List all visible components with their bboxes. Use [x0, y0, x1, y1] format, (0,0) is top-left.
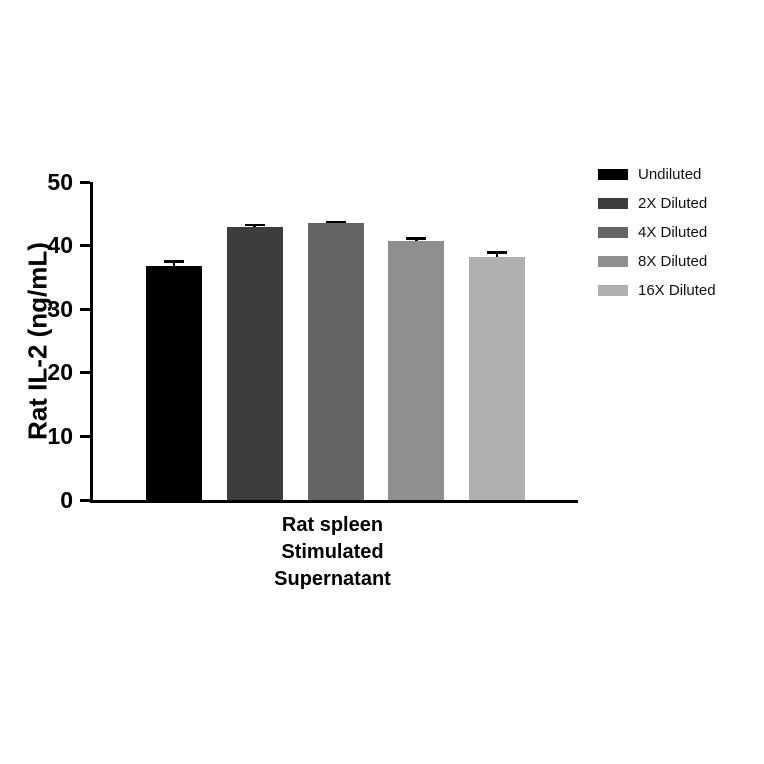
y-tick-mark	[80, 434, 90, 438]
legend-item: 16X Diluted	[598, 281, 716, 299]
y-tick-label: 40	[47, 232, 73, 259]
bar	[388, 240, 445, 500]
error-bar-cap	[487, 251, 508, 254]
legend-label: 8X Diluted	[638, 252, 708, 270]
x-axis-label-line-3: Supernatant	[274, 568, 391, 590]
bar-group-2x-diluted	[226, 182, 283, 500]
legend: Undiluted 2X Diluted 4X Diluted 8X Diluted 1…	[598, 166, 716, 311]
error-bar-cap	[163, 260, 184, 263]
y-tick-mark	[80, 180, 90, 184]
legend-label: 16X Diluted	[638, 281, 716, 299]
y-tick-label: 0	[60, 486, 73, 513]
error-bar-cap	[244, 223, 265, 227]
legend-label: 2X Diluted	[638, 194, 708, 212]
legend-swatch	[598, 226, 628, 238]
legend-swatch	[598, 284, 628, 296]
y-tick-mark	[80, 371, 90, 375]
legend-item: 4X Diluted	[598, 223, 716, 241]
x-axis-label: Rat spleen Stimulated Supernatant	[90, 512, 575, 593]
bar	[145, 265, 202, 500]
legend-item: Undiluted	[598, 165, 716, 183]
y-tick-label: 20	[47, 359, 73, 386]
legend-item: 2X Diluted	[598, 194, 716, 212]
error-bar-line	[415, 237, 418, 243]
bar-group-undiluted	[145, 182, 202, 500]
x-axis-label-line-1: Rat spleen	[281, 514, 384, 536]
legend-item: 8X Diluted	[598, 252, 716, 270]
plot-area: 0 10 20 30 40 50	[47, 170, 578, 511]
bar-group-16x-diluted	[469, 182, 526, 500]
x-axis-label-line-2: Stimulated	[281, 541, 384, 563]
y-axis-label: Rat IL-2 (ng/mL)	[22, 242, 53, 440]
error-bar-line	[495, 251, 499, 260]
bar	[226, 226, 283, 500]
error-bar-cap	[325, 220, 346, 224]
bar	[469, 257, 526, 500]
legend-label: 4X Diluted	[638, 223, 708, 241]
y-tick-mark	[80, 244, 90, 248]
y-tick-label: 50	[47, 168, 73, 195]
y-tick-mark	[80, 498, 90, 502]
bar	[307, 223, 364, 500]
error-bar-line	[172, 260, 176, 268]
y-tick-label: 30	[47, 295, 73, 322]
y-tick-label: 10	[47, 422, 73, 449]
y-tick-mark	[80, 307, 90, 311]
legend-swatch	[598, 255, 628, 267]
legend-swatch	[598, 168, 628, 180]
error-bar-cap	[406, 237, 427, 240]
legend-swatch	[598, 197, 628, 209]
legend-label: Undiluted	[638, 165, 702, 183]
bar-group-8x-diluted	[388, 182, 445, 500]
bar-group-4x-diluted	[307, 182, 364, 500]
